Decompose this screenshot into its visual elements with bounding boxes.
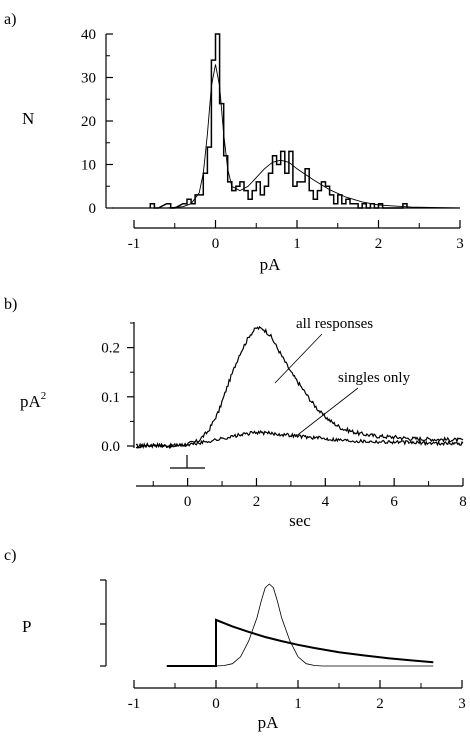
panel-b-annotation-all-responses-pointer: [274, 333, 323, 384]
panel-b-label: b): [4, 296, 17, 313]
panel-a-x-tick-label: -1: [128, 236, 141, 252]
panel-a-y-ticks: 0 10 20 30 40: [81, 27, 113, 217]
panel-a-x-axis-title: pA: [260, 255, 282, 274]
panel-b-y-ticks: 0.0 0.1 0.2: [101, 322, 134, 455]
panel-c-curve-thick: [166, 618, 434, 667]
panel-b-y-tick-label: 0.2: [101, 341, 120, 357]
panel-a-x-tick-label: 2: [375, 236, 383, 252]
panel-b-y-tick-label: 0.1: [101, 390, 120, 406]
panel-c-x-tick-label: 3: [458, 696, 466, 712]
panel-a-y-tick-label: 20: [81, 114, 96, 130]
panel-b-x-tick-label: 8: [459, 494, 467, 510]
panel-b-y-axis-title-base: pA: [20, 392, 42, 411]
panel-a-label: a): [4, 11, 16, 28]
panel-b-y-axis-title: pA2: [20, 390, 46, 411]
panel-c-x-tick-label: 0: [212, 696, 220, 712]
panel-c-x-tick-label: 2: [376, 696, 384, 712]
panel-b-y-tick-label: 0.0: [101, 439, 120, 455]
panel-a-x-tick-label: 1: [293, 236, 301, 252]
panel-a-y-axis-title: N: [22, 109, 34, 128]
panel-a-histogram: [149, 33, 408, 209]
panel-a-y-tick-label: 40: [81, 27, 96, 43]
panel-b-x-tick-label: 4: [322, 494, 330, 510]
panel-c-x-ticks: -1 0 1 2 3: [128, 680, 466, 712]
panel-c-x-tick-label: 1: [294, 696, 302, 712]
panel-c-label: c): [4, 547, 16, 564]
panel-a: a) N 0 10 20 30 40 -1 0 1 2 3 pA: [4, 11, 464, 274]
panel-b-x-tick-label: 6: [390, 494, 398, 510]
panel-b-x-tick-label: 2: [253, 494, 261, 510]
panel-c-x-axis-title: pA: [258, 713, 280, 732]
panel-b-series-singles-only: [135, 429, 464, 450]
panel-b-annotation-singles-only-pointer: [294, 387, 359, 438]
panel-b-annotation-all-responses: all responses: [296, 316, 373, 332]
panel-b-x-tick-label: 0: [184, 494, 192, 510]
panel-b-series-all-responses: [135, 325, 464, 450]
panel-c-y-axis-title: P: [22, 617, 31, 636]
panel-a-y-tick-label: 30: [81, 71, 96, 87]
panel-b-x-axis-title: sec: [289, 511, 311, 530]
panel-c-x-tick-label: -1: [128, 696, 141, 712]
panel-a-fit-curve: [134, 64, 461, 209]
panel-c: c) P -1 0 1 2 3 pA: [4, 547, 466, 732]
panel-a-x-tick-label: 3: [456, 236, 464, 252]
panel-a-y-tick-label: 10: [81, 158, 96, 174]
panel-a-y-tick-label: 0: [89, 201, 97, 217]
panel-b-y-axis-title-superscript: 2: [41, 390, 47, 402]
panel-b-x-ticks: 0 2 4 6 8: [152, 478, 467, 510]
panel-a-x-ticks: -1 0 1 2 3: [128, 220, 464, 252]
panel-c-curve-thin: [166, 583, 434, 667]
panel-b-annotation-singles-only: singles only: [338, 370, 411, 386]
panel-a-x-tick-label: 0: [212, 236, 220, 252]
